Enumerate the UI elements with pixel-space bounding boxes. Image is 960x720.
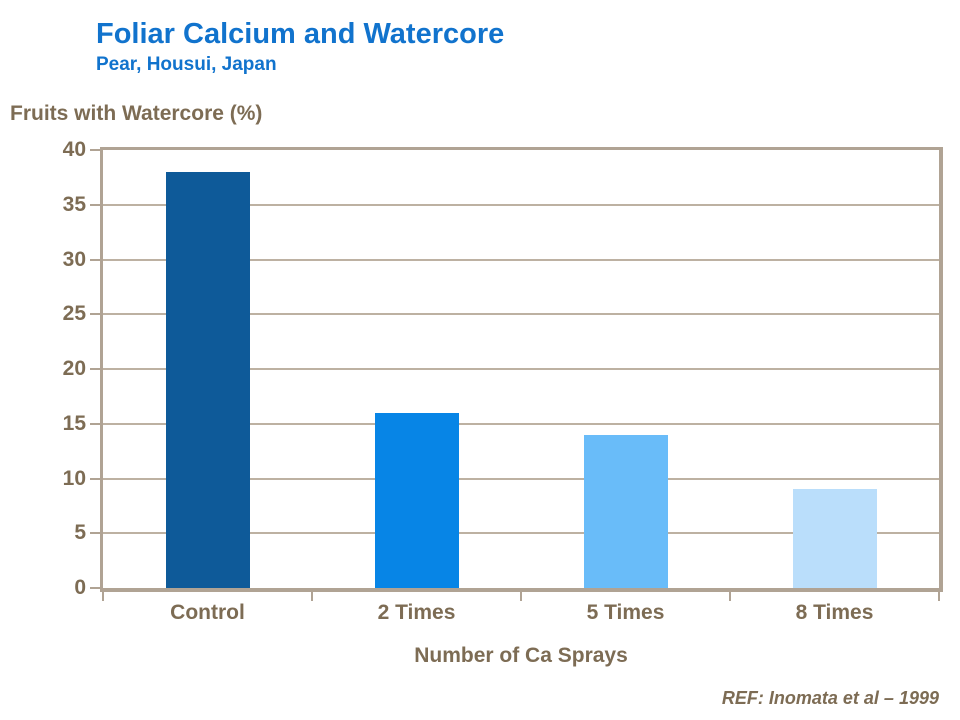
x-axis-label-5-times: 5 Times: [586, 601, 665, 624]
chart-title: Foliar Calcium and Watercore: [96, 18, 505, 50]
plot-area: [103, 150, 939, 588]
bar-8-times: [792, 489, 877, 588]
gridline-10: [103, 477, 939, 480]
bar-5-times: [583, 434, 668, 588]
y-tick-25: [90, 313, 103, 316]
gridline-5: [103, 532, 939, 535]
x-tick-4: [938, 592, 940, 601]
y-tick-35: [90, 203, 103, 206]
y-tick-label-35: 35: [62, 192, 86, 216]
reference-text: REF: Inomata et al – 1999: [721, 688, 939, 708]
x-tick-2: [520, 592, 522, 601]
y-tick-label-40: 40: [62, 138, 86, 161]
gridline-15: [103, 422, 939, 425]
x-axis-label-8-times: 8 Times: [795, 601, 874, 624]
y-tick-40: [90, 149, 103, 151]
bar-2-times: [374, 412, 459, 588]
y-tick-label-5: 5: [74, 521, 86, 545]
y-tick-label-30: 30: [62, 247, 86, 271]
y-tick-30: [90, 258, 103, 261]
y-tick-10: [90, 477, 103, 480]
x-tick-0: [102, 592, 104, 601]
title-block: Foliar Calcium and Watercore Pear, Housu…: [96, 17, 504, 76]
y-tick-0: [90, 587, 103, 589]
y-tick-20: [90, 368, 103, 370]
y-tick-label-0: 0: [74, 576, 86, 599]
x-tick-3: [729, 592, 731, 601]
x-axis-label-control: Control: [170, 601, 245, 624]
y-axis-caption: Fruits with Watercore (%): [10, 102, 263, 125]
y-tick-label-10: 10: [62, 466, 86, 490]
y-tick-5: [90, 532, 103, 535]
x-axis-title: Number of Ca Sprays: [414, 644, 628, 667]
y-tick-label-25: 25: [62, 302, 86, 326]
x-tick-1: [311, 592, 313, 601]
y-tick-label-15: 15: [62, 411, 86, 435]
x-axis-label-2-times: 2 Times: [377, 601, 456, 624]
gridline-25: [103, 313, 939, 316]
gridline-20: [103, 368, 939, 370]
y-tick-label-20: 20: [62, 357, 86, 380]
chart-subtitle: Pear, Housui, Japan: [96, 54, 277, 75]
y-tick-15: [90, 422, 103, 425]
gridline-30: [103, 258, 939, 261]
bar-control: [165, 171, 250, 588]
gridline-35: [103, 203, 939, 206]
